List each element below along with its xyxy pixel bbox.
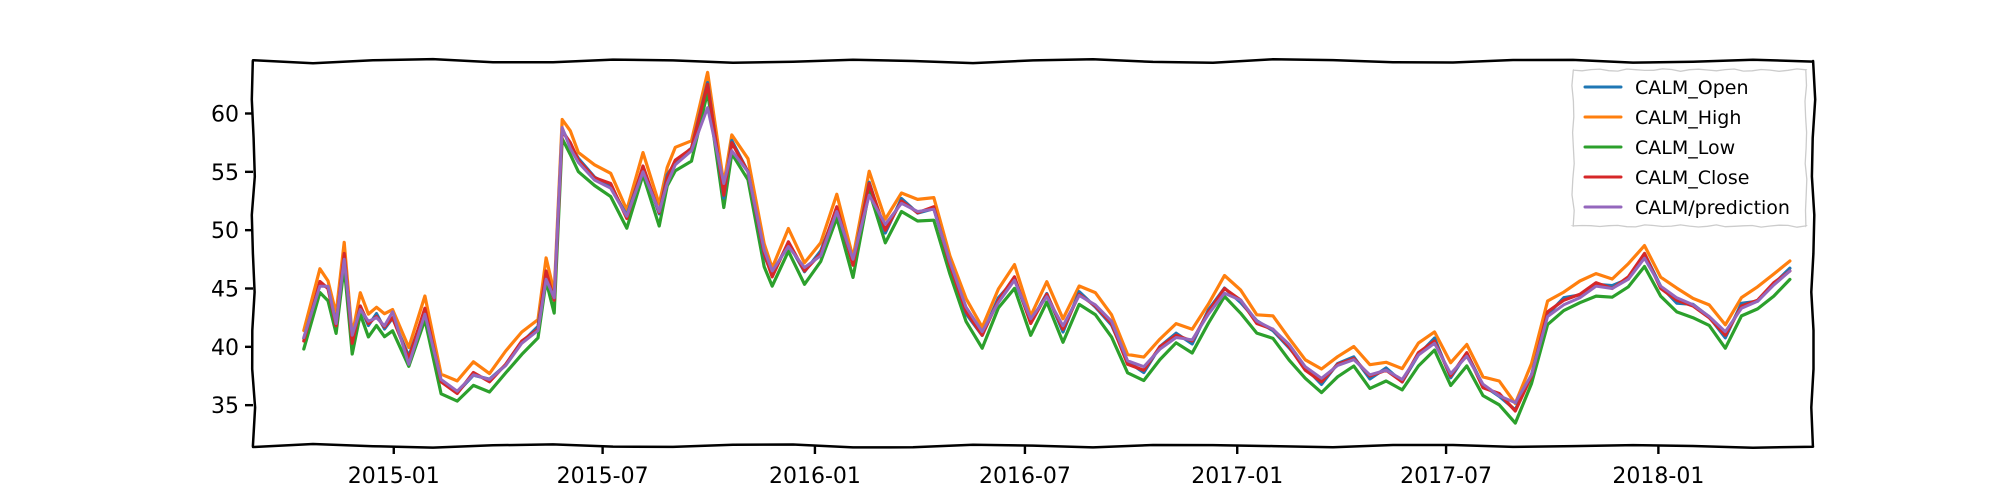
x-tick-label: 2017-01 xyxy=(1191,464,1283,489)
y-axis: 35 40 45 50 55 60 xyxy=(211,103,253,419)
series-layer xyxy=(302,70,1792,425)
x-tick-label: 2016-01 xyxy=(769,464,861,489)
y-tick-label: 35 xyxy=(211,394,239,419)
y-tick-label: 60 xyxy=(211,103,239,128)
y-tick-label: 55 xyxy=(211,161,239,186)
legend-items: CALM_Open CALM_High CALM_Low CALM_Close CALM… xyxy=(1583,77,1790,219)
x-axis: 2015-01 2015-07 2016-01 2016-07 2017-01 2017-… xyxy=(348,446,1704,489)
series-line-calm-open xyxy=(302,81,1792,412)
plot-frame xyxy=(250,57,1817,449)
x-tick-label: 2018-01 xyxy=(1612,464,1704,489)
x-tick-label: 2016-07 xyxy=(979,464,1071,489)
legend-label: CALM_Low xyxy=(1635,137,1735,159)
series-line-calm-close xyxy=(302,82,1792,413)
legend: CALM_Open CALM_High CALM_Low CALM_Close CALM… xyxy=(1570,68,1808,228)
x-tick-label: 2015-01 xyxy=(348,464,440,489)
legend-label: CALM/prediction xyxy=(1635,197,1790,219)
legend-label: CALM_Close xyxy=(1635,167,1750,189)
x-tick-label: 2015-07 xyxy=(557,464,649,489)
series-line-calm-prediction xyxy=(302,106,1792,405)
x-tick-label: 2017-07 xyxy=(1400,464,1492,489)
legend-box xyxy=(1570,68,1808,228)
legend-label: CALM_High xyxy=(1635,107,1741,129)
y-tick-label: 50 xyxy=(211,219,239,244)
series-line-calm-high xyxy=(302,70,1792,405)
y-tick-label: 40 xyxy=(211,336,239,361)
y-tick-label: 45 xyxy=(211,278,239,303)
series-line-calm-low xyxy=(302,90,1792,425)
legend-label: CALM_Open xyxy=(1635,77,1749,99)
